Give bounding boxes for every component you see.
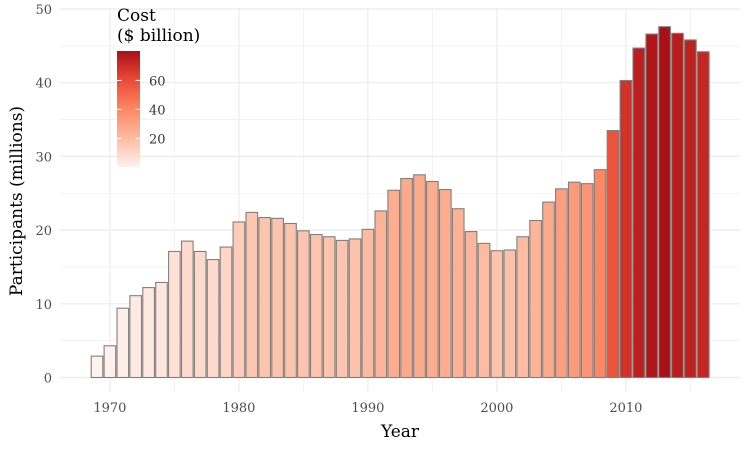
bar-1988: [335, 239, 349, 379]
bar-1983: [271, 217, 284, 379]
bar-1996: [438, 189, 452, 379]
bar-2007: [580, 183, 594, 379]
x-tick-label: 1980: [222, 401, 255, 416]
bar-2008: [593, 169, 607, 379]
bar-1984: [284, 222, 297, 379]
bar-1975: [168, 250, 181, 379]
bar-2006: [567, 181, 581, 379]
legend-tick-label: 60: [149, 74, 166, 89]
y-tick-label: 10: [35, 298, 52, 313]
bar-1977: [193, 250, 207, 379]
bar-1970: [103, 345, 117, 379]
bar-1991: [374, 210, 388, 379]
bar-1992: [387, 189, 401, 379]
bar-1979: [219, 246, 233, 379]
bar-2013: [658, 26, 671, 379]
bar-1971: [116, 307, 130, 379]
x-tick-label: 1990: [351, 401, 384, 416]
bar-2000: [490, 250, 504, 379]
bars: [90, 26, 710, 379]
bar-1972: [129, 295, 143, 379]
bar-2003: [529, 219, 542, 379]
bar-1976: [180, 240, 194, 379]
y-tick-label: 20: [35, 224, 52, 239]
bar-1969: [90, 355, 104, 379]
bar-1998: [464, 231, 478, 379]
bar-1986: [309, 233, 323, 379]
y-tick-label: 50: [35, 3, 52, 18]
color-legend: Cost ($ billion) 20 40 60: [117, 6, 200, 167]
bar-2002: [516, 236, 530, 379]
x-tick-label: 1970: [93, 401, 126, 416]
bar-1973: [142, 287, 155, 379]
bar-1989: [348, 238, 362, 379]
y-tick-label: 40: [35, 77, 52, 92]
bar-2009: [606, 130, 620, 379]
bar-2010: [619, 79, 633, 379]
y-tick-label: 30: [35, 150, 52, 165]
x-axis-title: Year: [380, 422, 420, 442]
legend-colorbar: [117, 51, 140, 167]
bar-2005: [555, 188, 568, 379]
bar-1987: [322, 236, 336, 379]
y-tick-label: 0: [44, 372, 52, 387]
bar-2004: [542, 201, 555, 379]
x-tick-label: 2010: [609, 401, 642, 416]
legend-title-line2: ($ billion): [117, 26, 200, 46]
bar-1982: [258, 217, 272, 379]
bar-2011: [632, 47, 646, 379]
bar-1978: [206, 259, 220, 379]
bar-1981: [245, 211, 259, 379]
bar-1980: [232, 221, 246, 379]
bar-1985: [297, 230, 310, 379]
bar-2014: [671, 32, 684, 379]
bar-1997: [451, 208, 465, 379]
y-axis-title: Participants (millions): [7, 106, 27, 296]
bar-2012: [645, 33, 659, 379]
legend-tick-label: 40: [149, 103, 166, 118]
bar-2015: [684, 39, 697, 379]
bar-1990: [361, 228, 375, 379]
bar-1999: [477, 242, 491, 379]
legend-tick-label: 20: [149, 132, 166, 147]
bar-2001: [503, 249, 517, 379]
bar-2016: [696, 51, 710, 379]
bar-1974: [155, 281, 168, 379]
bar-1995: [426, 180, 439, 379]
legend-title-line1: Cost: [117, 6, 156, 26]
bar-1994: [413, 174, 426, 379]
bar-1993: [400, 177, 413, 379]
axes: 1970 1980 1990 2000 2010 0 10 20 30 40 50: [35, 3, 642, 416]
x-tick-label: 2000: [480, 401, 513, 416]
